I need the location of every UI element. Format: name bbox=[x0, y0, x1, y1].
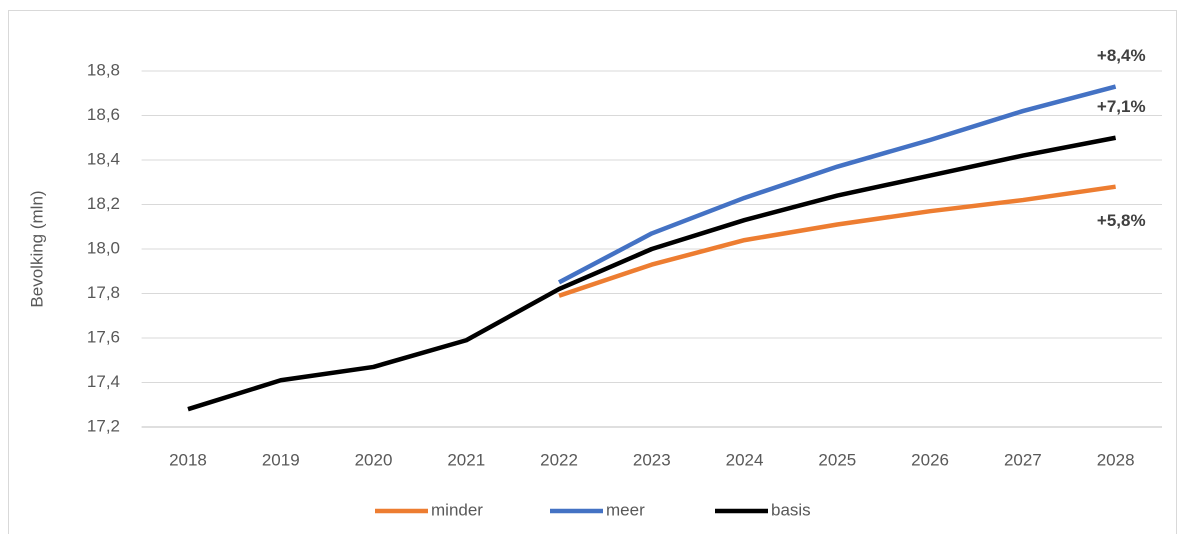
legend-label: meer bbox=[606, 500, 645, 519]
x-tick-label: 2021 bbox=[447, 450, 485, 469]
series-line bbox=[557, 84, 1117, 285]
y-tick-label: 18,0 bbox=[87, 238, 120, 257]
y-tick-label: 18,2 bbox=[87, 194, 120, 213]
annotation: +5,8% bbox=[1097, 211, 1146, 230]
annotation: +7,1% bbox=[1097, 97, 1146, 116]
y-tick-label: 18,8 bbox=[87, 60, 120, 79]
y-axis-label: Bevolking (mln) bbox=[27, 190, 46, 307]
y-tick-label: 18,6 bbox=[87, 105, 120, 124]
x-tick-label: 2028 bbox=[1097, 450, 1135, 469]
x-tick-label: 2018 bbox=[169, 450, 207, 469]
x-tick-label: 2025 bbox=[818, 450, 856, 469]
annotation: +8,4% bbox=[1097, 46, 1146, 65]
x-tick-label: 2026 bbox=[911, 450, 949, 469]
x-tick-label: 2023 bbox=[633, 450, 671, 469]
x-tick-label: 2019 bbox=[262, 450, 300, 469]
y-tick-label: 17,6 bbox=[87, 327, 120, 346]
x-tick-label: 2020 bbox=[355, 450, 393, 469]
legend-label: minder bbox=[431, 500, 483, 519]
y-tick-label: 18,4 bbox=[87, 149, 120, 168]
chart-frame bbox=[8, 10, 1177, 534]
y-tick-label: 17,2 bbox=[87, 416, 120, 435]
x-tick-label: 2027 bbox=[1004, 450, 1042, 469]
series-line bbox=[187, 135, 1117, 412]
x-tick-label: 2024 bbox=[726, 450, 764, 469]
series-line bbox=[558, 184, 1116, 298]
x-tick-label: 2022 bbox=[540, 450, 578, 469]
y-tick-label: 17,4 bbox=[87, 372, 120, 391]
y-tick-label: 17,8 bbox=[87, 283, 120, 302]
legend-label: basis bbox=[771, 500, 811, 519]
